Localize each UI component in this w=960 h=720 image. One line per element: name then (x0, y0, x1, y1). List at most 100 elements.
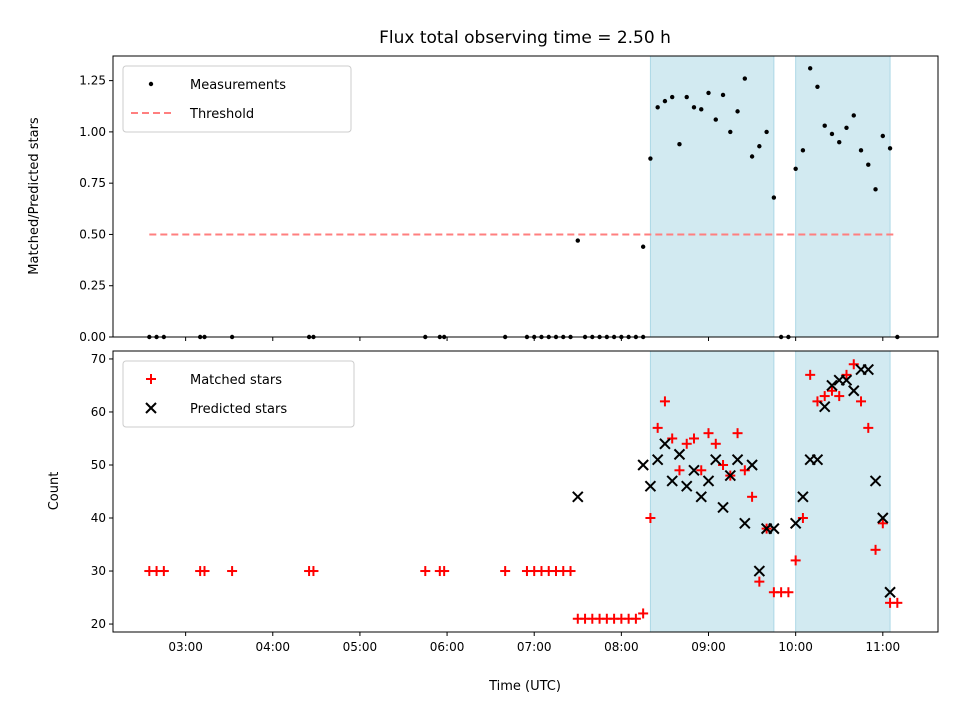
chart-title: Flux total observing time = 2.50 h (379, 28, 671, 48)
matched-star-point (805, 369, 816, 380)
legend-threshold-label: Threshold (189, 107, 254, 122)
measurement-point (807, 66, 813, 71)
matched-star-point (870, 544, 881, 555)
bottom-y-tick-label: 70 (91, 352, 106, 366)
matched-star-point (790, 555, 801, 566)
predicted-star-point (753, 565, 766, 577)
bottom-y-tick-label: 60 (91, 405, 106, 419)
predicted-star-point (768, 522, 780, 535)
x-tick-label: 07:00 (517, 640, 552, 654)
matched-star-point (877, 518, 888, 529)
predicted-star-point (811, 453, 824, 466)
matched-star-point (754, 576, 765, 587)
predicted-star-point (739, 517, 751, 530)
measurement-point (844, 125, 849, 130)
legend-measurements-marker (148, 81, 154, 87)
x-tick-label: 04:00 (255, 640, 290, 654)
x-tick-label: 06:00 (430, 640, 465, 654)
predicted-star-point (644, 480, 657, 492)
measurement-point (757, 144, 762, 149)
matched-star-point (783, 587, 794, 598)
bottom-panel: 20 30 40 50 60 70 03:00 04:00 05:00 06:00 07:00 08… (47, 350, 939, 694)
bottom-axes-frame (112, 350, 939, 633)
matched-star-point (856, 396, 867, 407)
predicted-star-point (746, 459, 758, 471)
measurement-point (728, 129, 733, 135)
matched-star-point (819, 391, 830, 402)
measurement-point (713, 117, 718, 122)
predicted-star-point (877, 512, 889, 524)
predicted-star-point (819, 400, 831, 413)
measurement-point (837, 139, 842, 145)
predicted-star-point (688, 464, 700, 476)
matched-star-point (703, 428, 714, 439)
legend-predicted-marker (145, 402, 157, 414)
matched-star-point (565, 566, 576, 577)
x-tick-label: 03:00 (168, 640, 203, 654)
bottom-y-tick-label: 40 (91, 511, 106, 525)
measurement-point (858, 148, 864, 153)
top-shaded-region (795, 55, 891, 338)
matched-star-point (199, 566, 210, 577)
matched-star-point (863, 422, 874, 433)
top-y-tick-label: 0.00 (79, 330, 106, 344)
matched-star-point (826, 385, 837, 396)
bottom-y-tick-label: 50 (91, 458, 106, 472)
matched-star-point (710, 438, 721, 449)
predicted-star-point (731, 453, 744, 466)
bottom-shaded-region (649, 350, 775, 633)
measurement-point (662, 98, 668, 104)
predicted-star-point (637, 459, 649, 471)
measurement-point (684, 94, 689, 100)
bottom-y-tick-label: 20 (91, 617, 106, 631)
top-y-tick-label: 0.50 (79, 227, 106, 241)
matched-star-point (732, 428, 743, 439)
measurement-point (640, 244, 646, 249)
predicted-star-point (659, 438, 671, 450)
x-tick-label: 10:00 (778, 640, 813, 654)
measurement-point (742, 76, 748, 81)
bottom-legend: Matched stars Predicted stars (122, 360, 355, 428)
measurement-point (720, 92, 726, 98)
measurement-point (655, 105, 660, 110)
matched-star-point (834, 391, 845, 402)
legend-matched-marker (146, 374, 156, 384)
predicted-star-point (869, 475, 882, 487)
measurement-point (851, 113, 856, 118)
predicted-star-point (862, 363, 874, 376)
measurement-point (764, 129, 769, 135)
predicted-star-point (724, 469, 737, 482)
top-y-tick-label: 1.25 (79, 74, 106, 88)
measurement-point (648, 156, 653, 161)
matched-star-point (630, 613, 641, 624)
predicted-star-point (797, 491, 809, 503)
measurement-point (749, 154, 755, 159)
matched-star-point (645, 513, 656, 524)
measurement-point (793, 166, 798, 172)
predicted-star-point (572, 491, 584, 503)
predicted-star-point (702, 475, 715, 487)
measurement-point (880, 133, 886, 139)
top-shaded-region (649, 55, 775, 338)
matched-star-point (674, 465, 685, 476)
predicted-star-point (666, 475, 678, 487)
measurement-point (735, 109, 740, 114)
bottom-y-axis-label: Count (47, 472, 62, 511)
legend-measurements-label: Measurements (190, 78, 286, 93)
x-tick-label: 05:00 (343, 640, 378, 654)
matched-star-point (308, 566, 319, 577)
predicted-star-point (826, 379, 838, 392)
legend-matched-label: Matched stars (190, 373, 282, 388)
measurement-point (691, 105, 697, 110)
predicted-star-point (789, 517, 802, 530)
measurement-point (669, 94, 675, 100)
x-axis-label: Time (UTC) (488, 679, 561, 694)
measurement-point (815, 84, 820, 89)
matched-star-point (227, 566, 238, 577)
top-y-axis-label: Matched/Predicted stars (27, 117, 42, 275)
predicted-star-point (695, 491, 707, 503)
measurement-point (699, 107, 704, 112)
predicted-star-point (651, 453, 664, 466)
measurement-point (887, 146, 893, 151)
matched-star-point (696, 465, 707, 476)
